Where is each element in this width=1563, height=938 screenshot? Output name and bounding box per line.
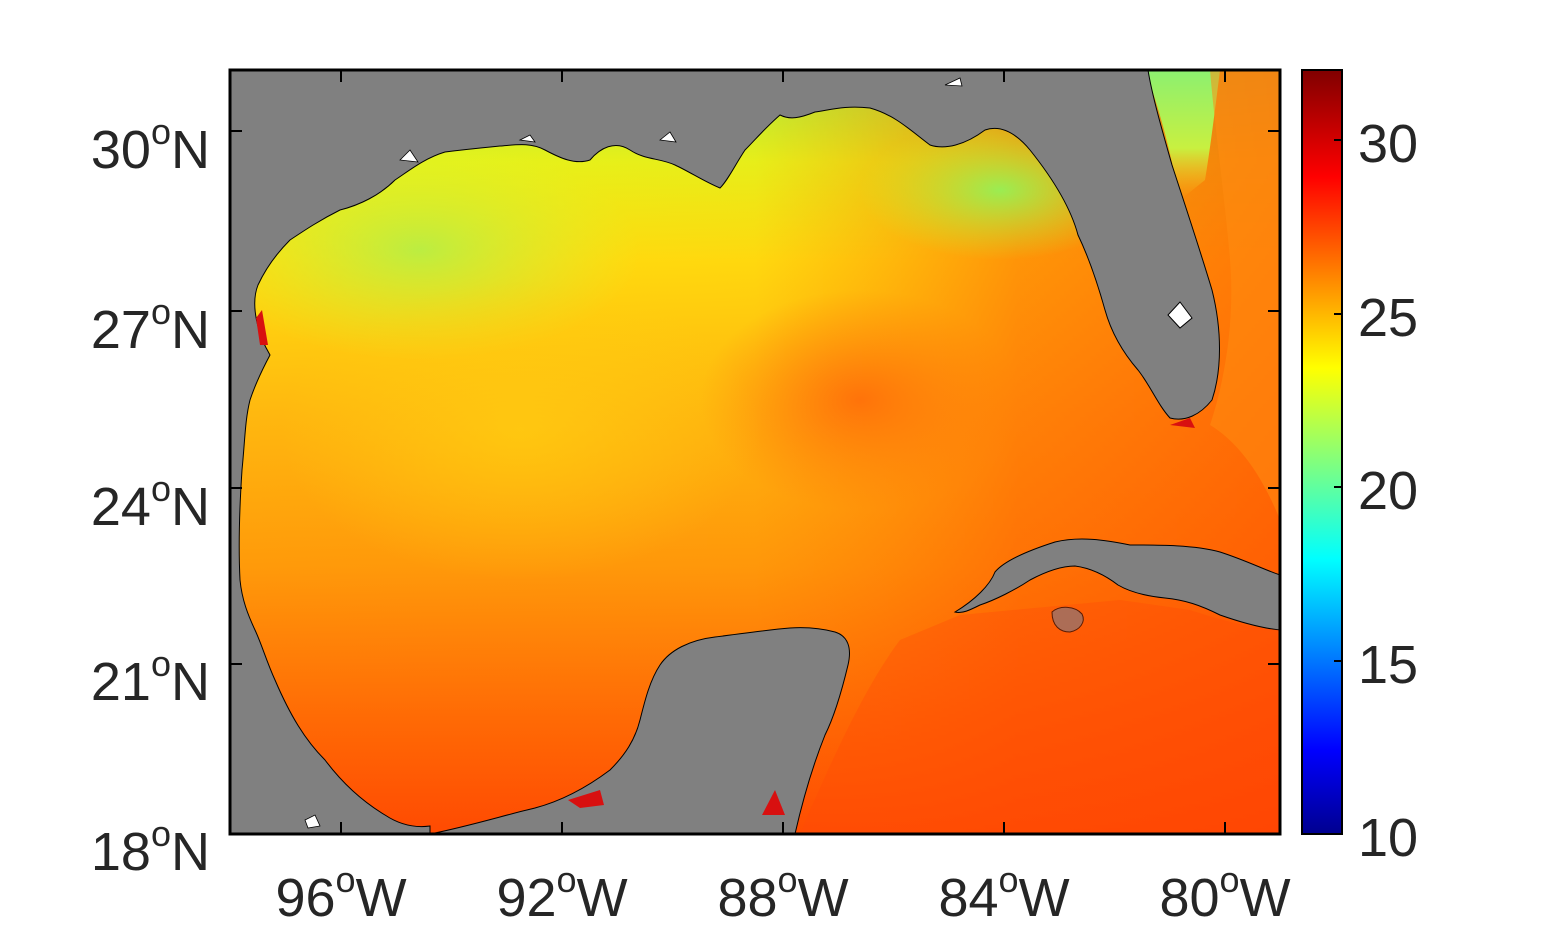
x-tick-label: 96oW bbox=[275, 859, 406, 928]
y-tick-label: 24oN bbox=[91, 468, 210, 537]
colorbar-frame bbox=[1301, 69, 1343, 835]
land-masses bbox=[230, 70, 1280, 834]
island-shape bbox=[304, 814, 321, 829]
colorbar-tick-label: 15 bbox=[1358, 635, 1418, 695]
x-tick-label: 88oW bbox=[717, 859, 848, 928]
axis-ticks bbox=[230, 70, 1280, 834]
map-plot-area bbox=[230, 70, 1280, 834]
island-shape bbox=[659, 131, 677, 143]
y-tick-label: 27oN bbox=[91, 291, 210, 360]
y-tick-label: 30oN bbox=[91, 111, 210, 180]
x-tick-label: 80oW bbox=[1159, 859, 1290, 928]
x-tick-label: 84oW bbox=[938, 859, 1069, 928]
colorbar-ticks bbox=[1334, 139, 1342, 835]
yucatan-red-patch bbox=[762, 790, 785, 815]
plot-frame bbox=[228, 68, 1282, 836]
florida-current-warm-band bbox=[1210, 70, 1280, 520]
western-yellow-water bbox=[280, 280, 760, 580]
y-tick-label: 18oN bbox=[91, 813, 210, 882]
colorbar-tick-label: 25 bbox=[1358, 288, 1418, 348]
yucatan-land bbox=[429, 627, 850, 834]
colorbar-gradient bbox=[1302, 70, 1342, 834]
x-tick-label: 92oW bbox=[496, 859, 627, 928]
colorbar-tick-label: 10 bbox=[1358, 808, 1418, 868]
caribbean-warm-band bbox=[795, 600, 1280, 834]
coastal-details bbox=[304, 77, 963, 829]
y-tick-label: 21oN bbox=[91, 643, 210, 712]
loop-current-warm-core bbox=[700, 290, 1020, 510]
campeche-red-patch bbox=[568, 790, 604, 808]
longitude-labels: 96oW 92oW 88oW 84oW 80oW bbox=[275, 859, 1290, 928]
colorbar-tick-label: 30 bbox=[1358, 114, 1418, 174]
cuba-land bbox=[953, 538, 1280, 631]
island-shape bbox=[399, 149, 419, 163]
lake-okeechobee bbox=[1167, 301, 1193, 329]
north-america-land bbox=[230, 70, 1220, 834]
keys-red-patch bbox=[1170, 418, 1195, 428]
colorbar-tick-label: 20 bbox=[1358, 461, 1418, 521]
isla-juventud-land bbox=[1051, 606, 1084, 633]
atlantic-cool-water bbox=[1145, 70, 1220, 200]
colorbar: 30 25 20 15 10 bbox=[1301, 69, 1418, 868]
island-shape bbox=[944, 77, 963, 87]
reef-patches bbox=[256, 310, 1195, 815]
island-shape bbox=[518, 134, 536, 143]
texas-red-patch bbox=[256, 310, 268, 345]
latitude-labels: 30oN 27oN 24oN 21oN 18oN bbox=[91, 111, 210, 882]
